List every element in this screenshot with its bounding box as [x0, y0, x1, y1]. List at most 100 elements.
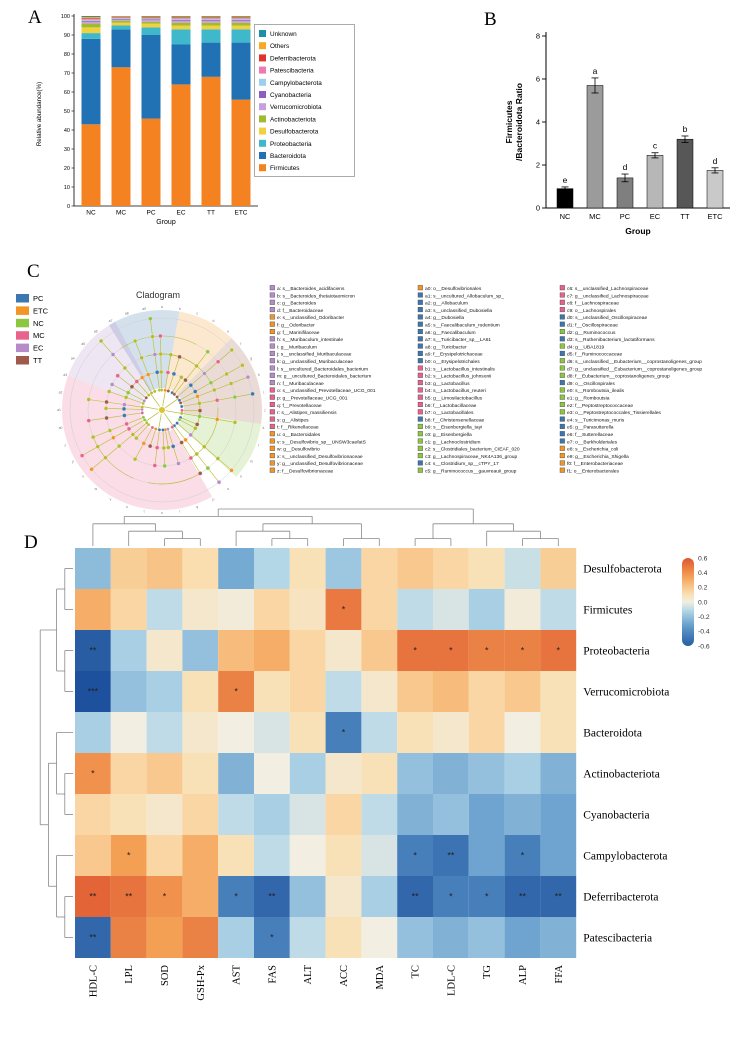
heatmap-cell — [468, 589, 505, 630]
clado-taxon-letter: a9 — [142, 307, 146, 311]
clado-spoke — [179, 419, 196, 429]
legend-label: Campylobacterota — [270, 80, 322, 87]
heatmap-cell — [504, 753, 541, 794]
heatmap-cell — [254, 753, 290, 794]
x-tick-label: NC — [86, 210, 96, 217]
heatmap-cell — [146, 753, 183, 794]
heatmap-cell — [361, 753, 398, 794]
legend-swatch — [259, 115, 266, 123]
taxa-swatch — [269, 285, 275, 291]
bar-segment-Proteobacteria — [171, 29, 191, 45]
heatmap-cell — [325, 671, 362, 712]
clado-node — [149, 391, 154, 395]
clado-spoke — [172, 426, 201, 474]
heatmap-cell — [397, 876, 433, 917]
sig-star: * — [413, 851, 417, 861]
x-tick-label: TT — [207, 210, 215, 217]
bar-segment-Unknown — [81, 16, 101, 17]
heatmap-cell — [254, 548, 290, 589]
clado-node — [103, 406, 109, 411]
taxa-label: u: o__Bacteroidales — [277, 432, 321, 438]
taxa-label: s: g__Alistipes — [277, 417, 309, 423]
taxa-swatch — [269, 394, 275, 400]
bar-segment-Verrucomicrobiota — [81, 21, 101, 24]
sig-star: * — [342, 728, 346, 738]
clado-node — [245, 374, 251, 380]
clado-node — [162, 463, 167, 469]
taxa-swatch — [559, 445, 565, 451]
bar-segment-Unknown — [171, 16, 191, 17]
cladogram-title: Cladogram — [136, 290, 180, 300]
clado-node — [195, 422, 200, 427]
taxa-swatch — [559, 438, 565, 444]
group-legend-swatch — [16, 343, 29, 353]
panel-a-label: A — [28, 7, 42, 28]
heatmap-cell — [397, 589, 433, 630]
colorbar-tick-label: 0.0 — [698, 599, 708, 606]
taxa-label: b7: o__Lactobacillales — [425, 410, 474, 416]
col-label: FFA — [554, 965, 565, 984]
clado-node — [197, 401, 202, 406]
clado-node — [229, 468, 234, 473]
col-label: TG — [482, 965, 493, 979]
bar-segment-Campylobacterota — [201, 18, 221, 20]
taxa-swatch — [269, 292, 275, 298]
clado-node — [126, 426, 132, 431]
bar-segment-Verrucomicrobiota — [141, 20, 161, 22]
clado-branch — [142, 406, 159, 410]
taxa-swatch — [417, 409, 423, 415]
bar-segment-Proteobacteria — [141, 27, 161, 35]
clado-node — [152, 352, 158, 357]
taxa-label: a9: f__Erysipelotrichaceae — [425, 352, 483, 358]
heatmap-cell — [254, 671, 290, 712]
heatmap-cell — [433, 712, 469, 753]
clado-node — [104, 399, 109, 405]
taxa-label: d1: f__Oscillospiraceae — [567, 323, 618, 329]
panel-c-cladogram: Cladogram a b c d e f g h i j k l m n o p q r s t u v w x y z a0 a1 a… — [16, 290, 266, 515]
taxa-swatch — [559, 380, 565, 386]
clado-sector-MC — [62, 375, 213, 510]
heatmap-cell — [182, 671, 219, 712]
clado-sector-NC — [178, 413, 262, 477]
heatmap-cell — [397, 712, 433, 753]
x-tick-label: ETC — [235, 210, 248, 217]
taxa-swatch — [417, 285, 423, 291]
clado-spoke — [134, 340, 156, 392]
bar-segment-Actinobacteriota — [111, 20, 131, 23]
taxa-label: d9: o__Oscillospirales — [567, 381, 615, 387]
bar-segment-Proteobacteria — [201, 29, 221, 43]
heatmap-cell — [289, 876, 326, 917]
clado-taxon-letter: e — [227, 329, 229, 333]
taxa-label: c6: s__unclassified_Lachnospiraceae — [567, 286, 649, 292]
clado-spoke — [165, 429, 169, 448]
clado-taxon-letter: w — [95, 487, 98, 491]
heatmap-cell — [397, 671, 433, 712]
heatmap-cell — [182, 794, 219, 835]
bar-ETC — [706, 170, 724, 209]
taxa-swatch — [269, 365, 275, 371]
taxa-swatch — [559, 329, 565, 335]
clado-spoke — [160, 336, 162, 391]
taxa-label: d0: s__unclassified_Oscillospiraceae — [567, 315, 647, 321]
taxa-swatch — [417, 460, 423, 466]
clado-node — [134, 379, 139, 384]
taxa-label: b6: f__Lactobacillaceae — [425, 403, 477, 409]
bar-segment-Others — [171, 16, 191, 18]
bar-segment-Patescibacteria — [81, 19, 101, 20]
taxa-label: b2: s__Lactobacillus_johnsonii — [425, 374, 491, 380]
taxa-swatch — [559, 350, 565, 356]
taxa-label: z: f__Desulfovibrionaceae — [277, 469, 334, 475]
heatmap-cell — [433, 835, 469, 876]
clado-node — [215, 456, 221, 461]
heatmap-cell — [361, 876, 398, 917]
clado-node — [104, 415, 109, 421]
colorbar-tick-label: -0.2 — [698, 614, 710, 621]
col-label: ALT — [303, 964, 314, 984]
taxa-swatch — [559, 314, 565, 320]
bar-segment-Firmicutes — [111, 67, 131, 206]
taxa-label: d6: s__unclassified__Eubacterium__copros… — [567, 359, 702, 365]
y-axis-title-line1: Firmicutes — [504, 100, 514, 143]
clado-node — [212, 387, 217, 393]
bar-segment-Others — [231, 16, 251, 18]
